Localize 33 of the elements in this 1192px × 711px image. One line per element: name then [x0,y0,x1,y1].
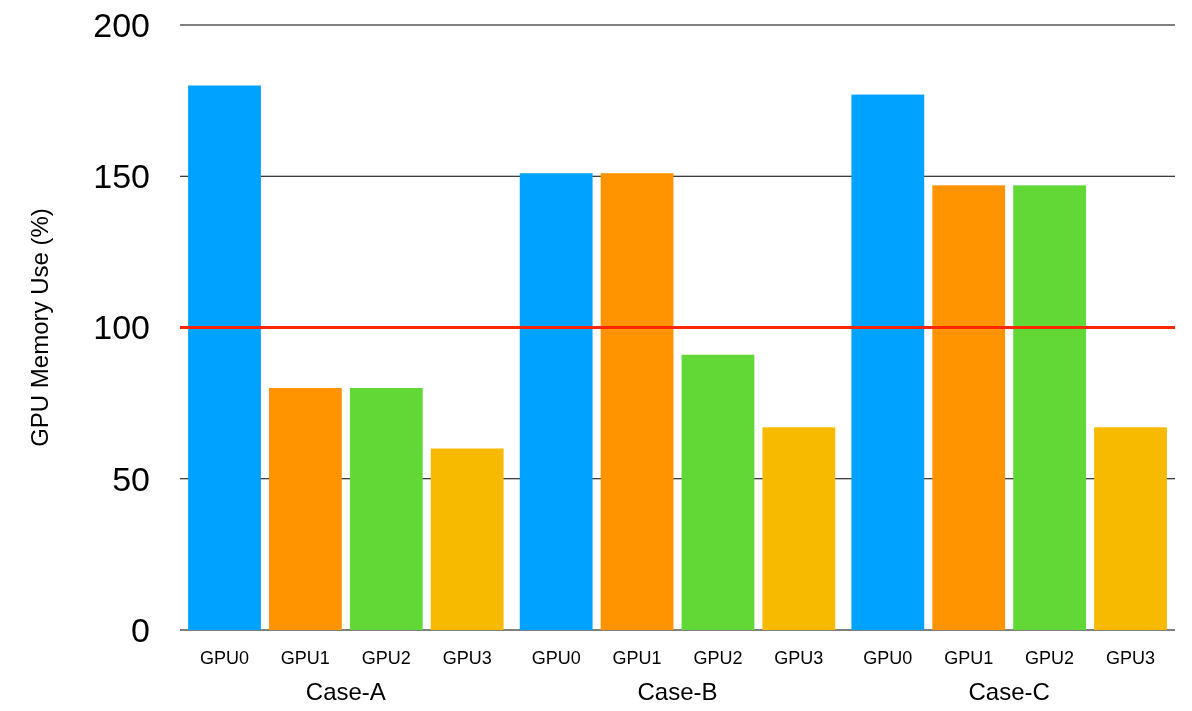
x-tick-label: Case-C [968,678,1050,705]
x-tick-label: Case-A [305,678,386,705]
bar [519,173,593,630]
series-label: GPU2 [361,648,411,668]
bar [932,185,1006,630]
bar [349,388,423,630]
series-label: GPU1 [280,648,330,668]
text: GPU0 [531,648,581,668]
x-tick-label: Case-B [637,678,718,705]
bar [1094,427,1167,630]
bar [851,94,925,630]
text: GPU1 [944,648,994,668]
text: GPU1 [612,648,662,668]
text: GPU0 [863,648,913,668]
y-tick-label: 50 [112,459,150,498]
y-tick-label: 0 [131,610,150,649]
bar [188,85,261,630]
bar [1013,185,1087,630]
bar [600,173,674,630]
bar [681,354,755,630]
series-label: GPU3 [442,648,492,668]
text: GPU2 [693,648,743,668]
y-tick-label: 150 [93,157,150,196]
text: GPU3 [1105,648,1156,668]
bar [268,388,342,630]
y-axis-title: GPU Memory Use (%) [26,208,53,447]
series-label: GPU0 [199,648,250,668]
text: GPU2 [1025,648,1075,668]
y-tick-label: 200 [93,5,150,44]
bar [430,448,504,630]
y-tick-label: 100 [93,308,150,347]
bar [762,427,836,630]
text: GPU3 [774,648,824,668]
